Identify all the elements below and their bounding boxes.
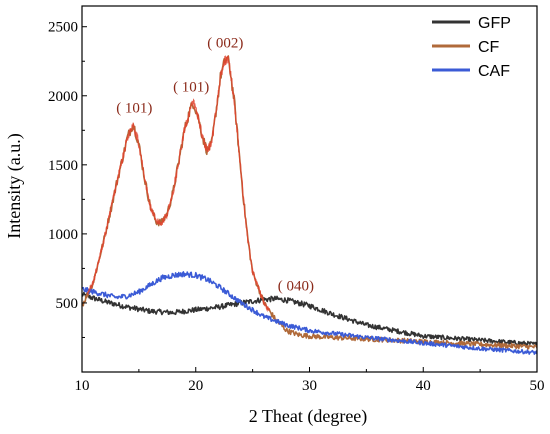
legend-label-gfp: GFP — [478, 15, 511, 32]
peak-annotation: ( 040) — [278, 279, 314, 295]
y-tick-label: 1000 — [48, 227, 78, 243]
y-tick-label: 1500 — [48, 158, 78, 174]
x-tick-label: 40 — [416, 378, 431, 394]
series-line-caf — [82, 271, 537, 355]
x-tick-label: 50 — [530, 378, 545, 394]
peak-annotation: ( 101) — [173, 80, 209, 96]
x-axis-ticks: 10 20 30 40 50 — [75, 367, 545, 394]
y-axis-ticks: 500 1000 1500 2000 2500 — [48, 20, 87, 338]
x-axis-title: 2 Theat (degree) — [249, 406, 368, 427]
legend-label-cf: CF — [478, 39, 500, 56]
peak-annotation: ( 002) — [207, 35, 243, 51]
series-line-gfp — [82, 291, 537, 348]
y-tick-label: 500 — [56, 296, 79, 312]
legend-label-caf: CAF — [478, 63, 510, 80]
series-line-cf-highlight — [87, 55, 271, 313]
y-tick-label: 2500 — [48, 20, 78, 36]
legend: GFP CF CAF — [432, 15, 511, 80]
x-tick-label: 30 — [302, 378, 317, 394]
y-tick-label: 2000 — [48, 89, 78, 105]
peak-annotations: ( 101) ( 101) ( 002) ( 040) — [116, 35, 314, 294]
x-tick-label: 20 — [188, 378, 203, 394]
y-axis-title: Intensity (a.u.) — [4, 133, 25, 238]
x-tick-label: 10 — [75, 378, 90, 394]
plot-frame — [81, 5, 538, 373]
peak-annotation: ( 101) — [116, 100, 152, 116]
